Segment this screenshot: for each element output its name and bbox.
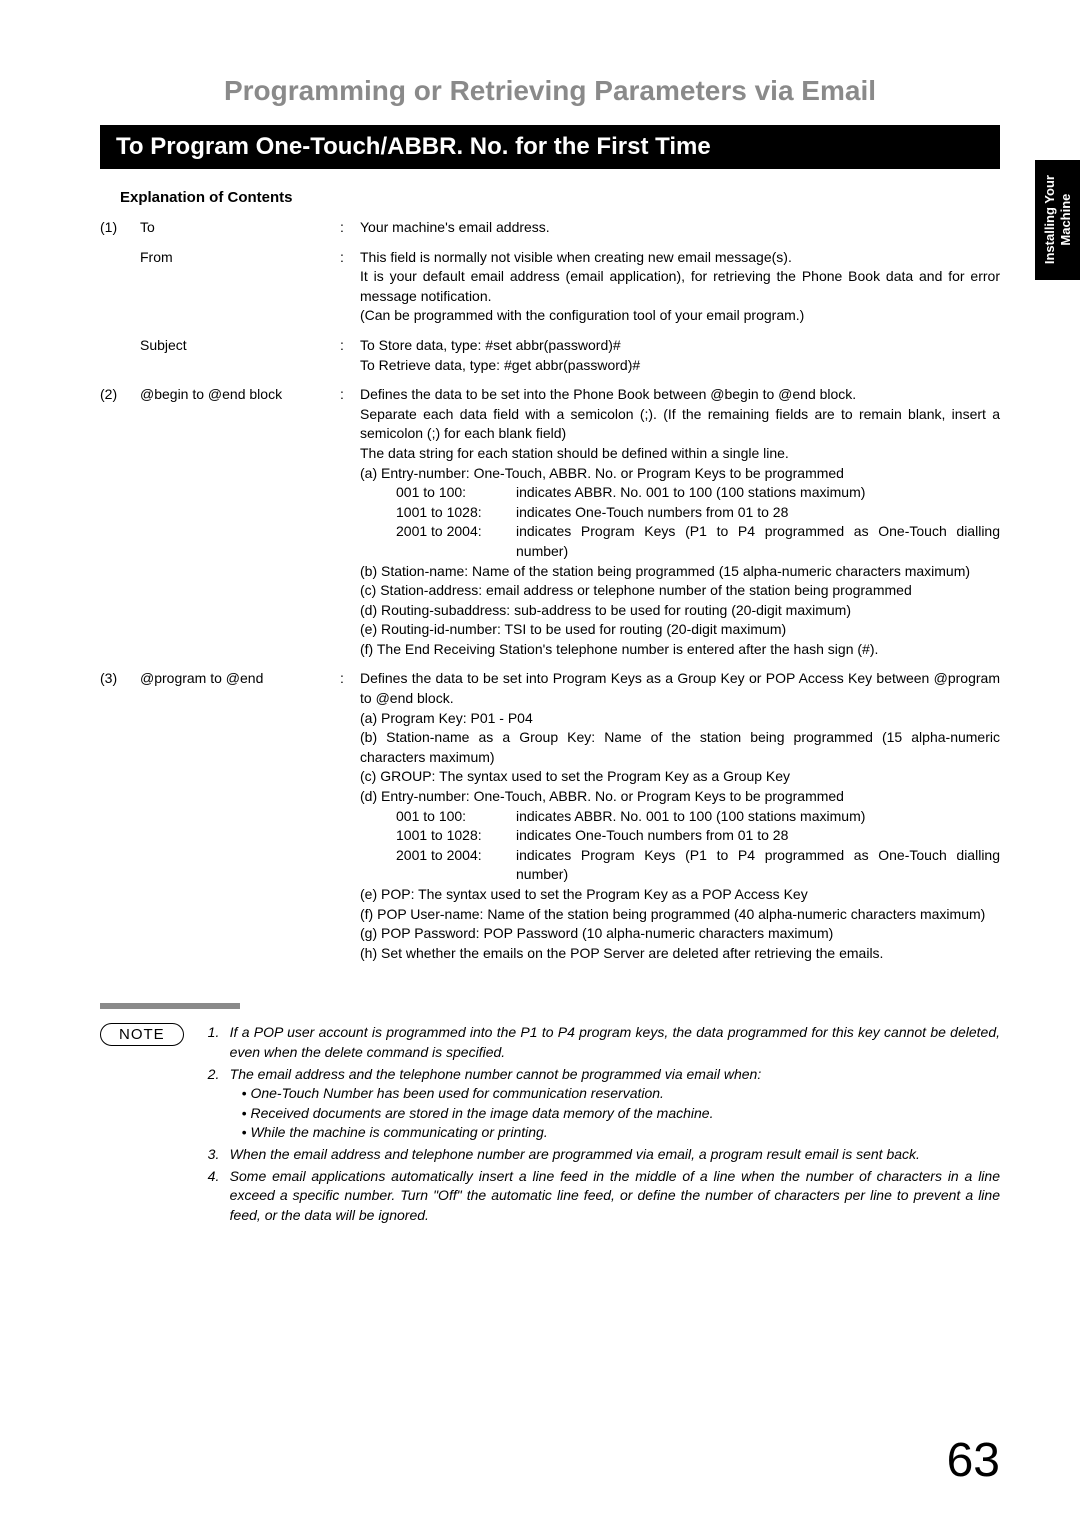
row2-item: (e) Routing-id-number: TSI to be used fo…: [360, 620, 1000, 640]
row-label: @program to @end: [140, 669, 340, 963]
content-table: (1) To : Your machine's email address. F…: [100, 218, 1000, 963]
range-row: 1001 to 1028:indicates One-Touch numbers…: [396, 826, 1000, 846]
main-title: Programming or Retrieving Parameters via…: [100, 75, 1000, 107]
row-num: (2): [100, 385, 140, 659]
row2-item: (d) Routing-subaddress: sub-address to b…: [360, 601, 1000, 621]
row-colon: :: [340, 248, 360, 326]
row2-a: (a) Entry-number: One-Touch, ABBR. No. o…: [360, 464, 1000, 484]
note-item: 2. The email address and the telephone n…: [208, 1065, 1000, 1143]
range-row: 2001 to 2004:indicates Program Keys (P1 …: [396, 846, 1000, 885]
row-desc: Defines the data to be set into Program …: [360, 669, 1000, 963]
row3-item: (g) POP Password: POP Password (10 alpha…: [360, 924, 1000, 944]
row3-intro: Defines the data to be set into Program …: [360, 669, 1000, 708]
note-badge: NOTE: [100, 1023, 184, 1046]
row3-item: (b) Station-name as a Group Key: Name of…: [360, 728, 1000, 767]
row2-item: (f) The End Receiving Station's telephon…: [360, 640, 1000, 660]
row2-item: (c) Station-address: email address or te…: [360, 581, 1000, 601]
note-section: NOTE 1. If a POP user account is program…: [100, 1023, 1000, 1227]
row3-item: (a) Program Key: P01 - P04: [360, 709, 1000, 729]
content-row: (1) To : Your machine's email address.: [100, 218, 1000, 238]
note-item: 3. When the email address and telephone …: [208, 1145, 1000, 1165]
section-bar: To Program One-Touch/ABBR. No. for the F…: [100, 125, 1000, 169]
content-row: (3) @program to @end : Defines the data …: [100, 669, 1000, 963]
row3-ranges: 001 to 100:indicates ABBR. No. 001 to 10…: [360, 807, 1000, 885]
row-label: @begin to @end block: [140, 385, 340, 659]
row-label: From: [140, 248, 340, 326]
explanation-title: Explanation of Contents: [120, 189, 1000, 206]
range-row: 001 to 100:indicates ABBR. No. 001 to 10…: [396, 483, 1000, 503]
row-label: Subject: [140, 336, 340, 375]
row2-intro: Defines the data to be set into the Phon…: [360, 385, 1000, 463]
row3-item: (e) POP: The syntax used to set the Prog…: [360, 885, 1000, 905]
note-list: 1. If a POP user account is programmed i…: [208, 1023, 1000, 1227]
note-item: 1. If a POP user account is programmed i…: [208, 1023, 1000, 1062]
content-row: (2) @begin to @end block : Defines the d…: [100, 385, 1000, 659]
row-num: (3): [100, 669, 140, 963]
row-num: [100, 336, 140, 375]
row-colon: :: [340, 669, 360, 963]
divider-bar: [100, 1003, 240, 1009]
row-desc: To Store data, type: #set abbr(password)…: [360, 336, 1000, 375]
row-colon: :: [340, 385, 360, 659]
content-row: From : This field is normally not visibl…: [100, 248, 1000, 326]
row-desc: This field is normally not visible when …: [360, 248, 1000, 326]
row3-item: (d) Entry-number: One-Touch, ABBR. No. o…: [360, 787, 1000, 807]
row-desc: Your machine's email address.: [360, 218, 1000, 238]
content-row: Subject : To Store data, type: #set abbr…: [100, 336, 1000, 375]
range-row: 1001 to 1028:indicates One-Touch numbers…: [396, 503, 1000, 523]
page-content: Programming or Retrieving Parameters via…: [0, 0, 1080, 1267]
row3-item: (c) GROUP: The syntax used to set the Pr…: [360, 767, 1000, 787]
row-num: [100, 248, 140, 326]
row3-item: (f) POP User-name: Name of the station b…: [360, 905, 1000, 925]
row-colon: :: [340, 336, 360, 375]
row3-item: (h) Set whether the emails on the POP Se…: [360, 944, 1000, 964]
range-row: 001 to 100:indicates ABBR. No. 001 to 10…: [396, 807, 1000, 827]
row2-ranges: 001 to 100:indicates ABBR. No. 001 to 10…: [360, 483, 1000, 561]
row-label: To: [140, 218, 340, 238]
row-num: (1): [100, 218, 140, 238]
row-colon: :: [340, 218, 360, 238]
range-row: 2001 to 2004:indicates Program Keys (P1 …: [396, 522, 1000, 561]
row2-item: (b) Station-name: Name of the station be…: [360, 562, 1000, 582]
row-desc: Defines the data to be set into the Phon…: [360, 385, 1000, 659]
page-number: 63: [947, 1433, 1000, 1488]
note-item: 4. Some email applications automatically…: [208, 1167, 1000, 1226]
